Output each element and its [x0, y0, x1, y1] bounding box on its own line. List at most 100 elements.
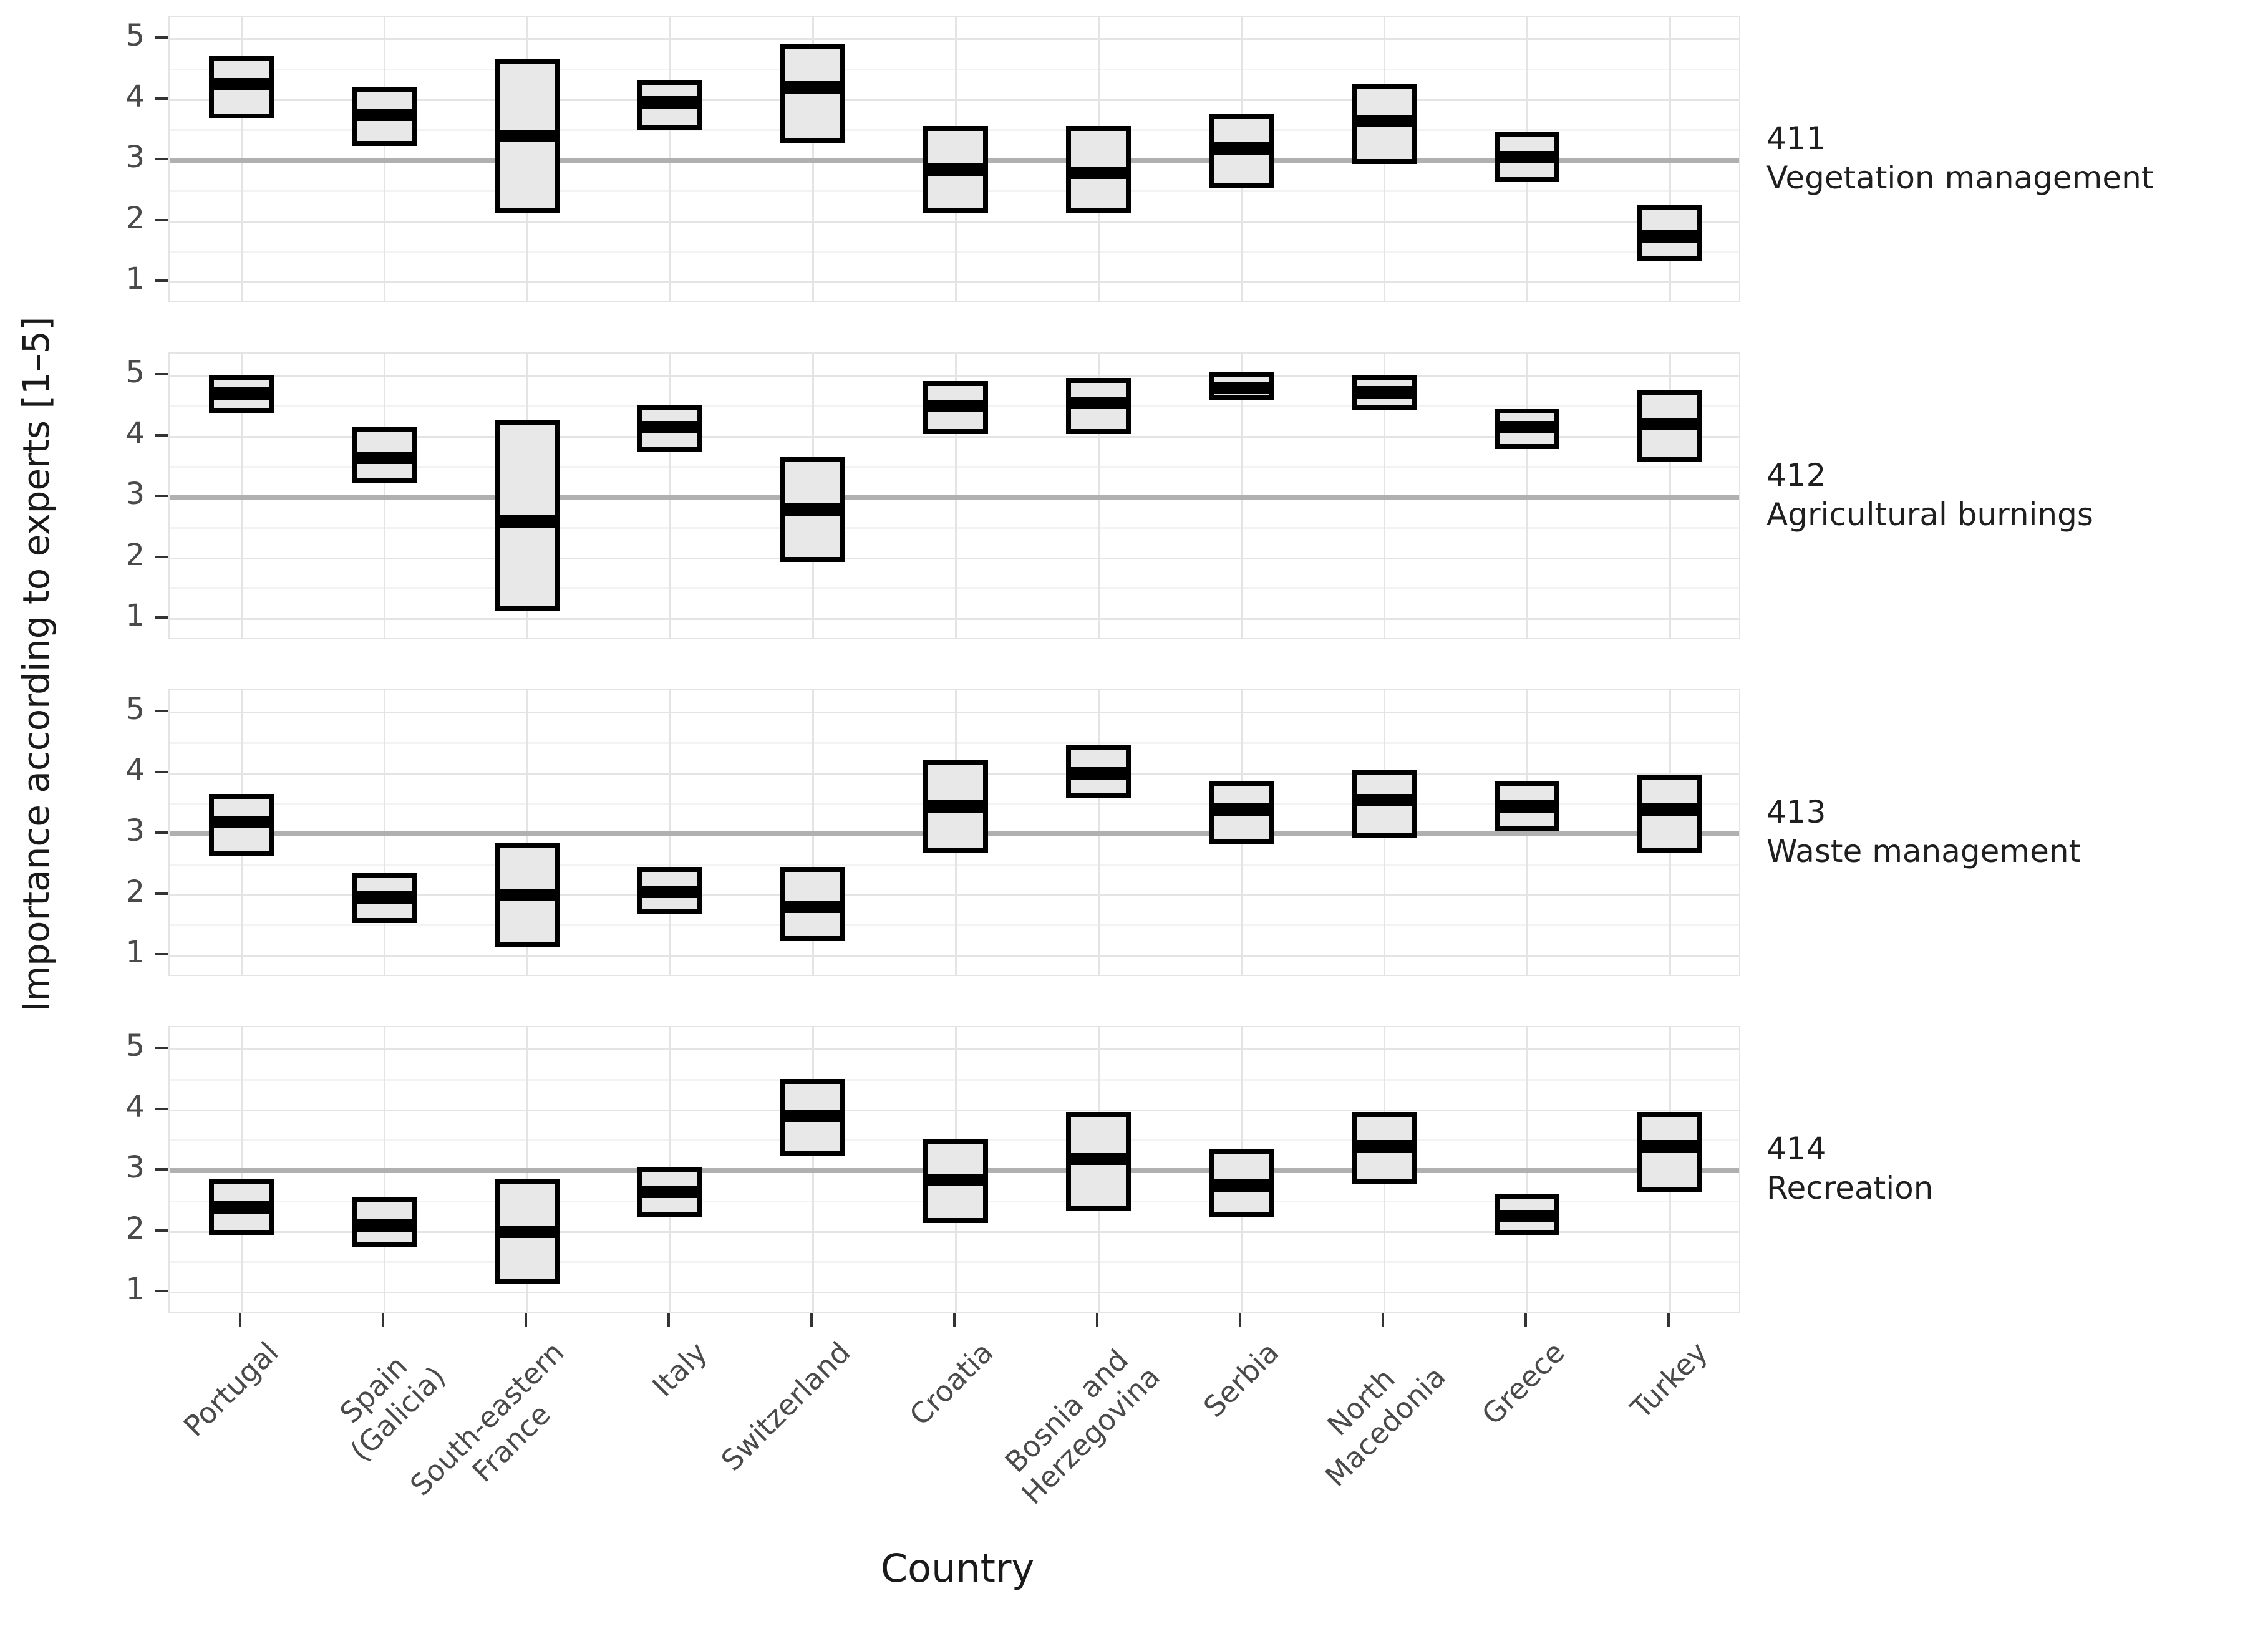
y-tick-label: 2 [125, 1211, 145, 1246]
box-413-switzerland [780, 866, 845, 941]
median-line [499, 1225, 555, 1238]
facet-label-412: 412 Agricultural burnings [1766, 456, 2093, 534]
facet-code: 414 [1766, 1131, 1826, 1167]
box-411-spain-galicia [351, 86, 417, 146]
gridline-minor [170, 68, 1739, 70]
y-tick [155, 36, 168, 39]
box-411-north-macedonia [1352, 84, 1417, 164]
median-line [1214, 1179, 1269, 1192]
gridline-major [170, 281, 1739, 283]
box-411-switzerland [780, 44, 845, 143]
facet-label-414: 414 Recreation [1766, 1129, 1933, 1208]
facet-label-411: 411 Vegetation management [1766, 119, 2153, 198]
gridline-minor [170, 863, 1739, 866]
x-tick [1239, 1313, 1242, 1327]
y-tick [155, 770, 168, 773]
gridline-minor [170, 251, 1739, 253]
box-412-greece [1495, 408, 1560, 450]
box-412-croatia [923, 380, 988, 434]
country-label-serbia: Serbia [1196, 1335, 1286, 1424]
reference-line [170, 495, 1739, 500]
median-line [1642, 230, 1698, 243]
gridline-minor [170, 1078, 1739, 1081]
facet-code: 412 [1766, 457, 1826, 493]
median-line [785, 1110, 840, 1123]
y-tick [155, 1168, 168, 1171]
x-tick [1667, 1313, 1670, 1327]
median-line [1214, 803, 1269, 816]
y-tick-label: 4 [125, 752, 145, 788]
box-411-turkey [1637, 205, 1703, 261]
y-tick-label: 1 [125, 1272, 145, 1307]
box-413-greece [1495, 781, 1560, 832]
facet-name: Waste management [1766, 833, 2081, 869]
y-tick [155, 892, 168, 895]
median-line [642, 420, 697, 433]
median-line [1071, 766, 1127, 780]
gridline-major [170, 557, 1739, 559]
median-line [499, 515, 555, 528]
median-line [1500, 151, 1555, 164]
box-412-bosnia-and-herzegovina [1066, 377, 1132, 434]
gridline-major [170, 1292, 1739, 1293]
country-label-bosnia-and-herzegovina: Bosnia and Herzegovina [998, 1343, 1167, 1511]
y-tick [155, 555, 168, 558]
box-413-italy [637, 866, 702, 914]
median-line [785, 503, 840, 516]
y-tick-label: 1 [125, 261, 145, 296]
y-tick-label: 1 [125, 935, 145, 970]
y-tick [155, 831, 168, 834]
y-tick-label: 4 [125, 79, 145, 114]
y-tick [155, 1047, 168, 1049]
y-tick [155, 218, 168, 221]
median-line [1357, 114, 1412, 127]
gridline-minor [170, 1261, 1739, 1264]
median-line [1214, 142, 1269, 155]
facet-panel-411 [168, 16, 1740, 302]
gridline-major [170, 1230, 1739, 1233]
median-line [1500, 800, 1555, 813]
box-413-bosnia-and-herzegovina [1066, 745, 1132, 798]
box-411-portugal [208, 56, 274, 118]
box-412-italy [637, 405, 702, 452]
x-tick [1524, 1313, 1528, 1327]
gridline-minor [170, 526, 1739, 529]
median-line [928, 800, 983, 813]
gridline-major [170, 712, 1739, 713]
country-label-north-macedonia: North Macedonia [1319, 1359, 1453, 1494]
median-line [1500, 420, 1555, 433]
box-412-switzerland [780, 457, 845, 562]
country-label-greece: Greece [1475, 1335, 1571, 1431]
y-tick-label: 1 [125, 598, 145, 633]
y-tick [155, 710, 168, 712]
box-412-portugal [208, 374, 274, 413]
box-412-spain-galicia [351, 426, 417, 483]
y-tick-label: 3 [125, 140, 145, 175]
median-line [1071, 1152, 1127, 1165]
median-line [356, 108, 412, 121]
country-label-portugal: Portugal [177, 1335, 285, 1443]
y-tick-label: 5 [125, 18, 145, 53]
gridline-minor [170, 587, 1739, 590]
gridline-major [170, 894, 1739, 896]
y-tick [155, 495, 168, 497]
y-tick [155, 953, 168, 955]
median-line [1071, 166, 1127, 179]
box-413-serbia [1209, 781, 1274, 844]
y-tick-label: 3 [125, 813, 145, 848]
gridline-major [170, 99, 1739, 101]
box-414-bosnia-and-herzegovina [1066, 1112, 1132, 1211]
box-412-north-macedonia [1352, 374, 1417, 410]
median-line [499, 888, 555, 901]
box-414-switzerland [780, 1078, 845, 1156]
box-413-portugal [208, 793, 274, 856]
median-line [785, 901, 840, 913]
box-414-croatia [923, 1139, 988, 1223]
median-line [1642, 418, 1698, 430]
median-line [928, 163, 983, 176]
box-413-south-eastern-france [494, 842, 560, 947]
x-tick [381, 1313, 384, 1327]
gridline-minor [170, 924, 1739, 927]
y-tick-label: 2 [125, 537, 145, 573]
x-tick [953, 1313, 956, 1327]
